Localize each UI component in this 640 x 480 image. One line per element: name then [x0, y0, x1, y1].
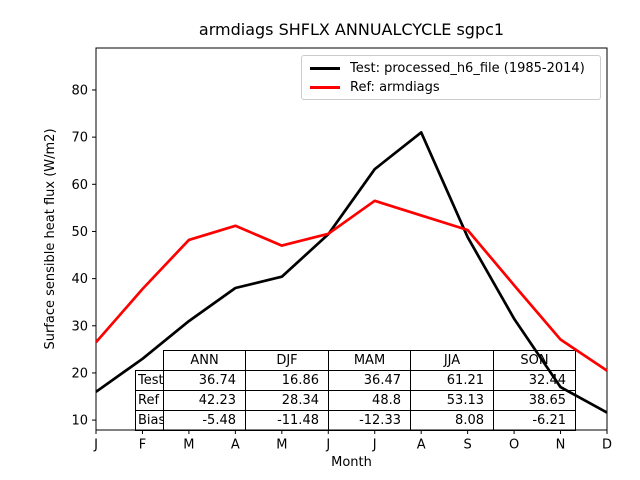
- y-tick-label: 50: [71, 225, 88, 240]
- x-tick-label: O: [509, 438, 519, 453]
- stats-row-label: Test: [135, 370, 164, 391]
- legend: Test: processed_h6_file (1985-2014) Ref:…: [301, 55, 601, 100]
- x-tick-label: J: [325, 438, 330, 453]
- stats-col-header: JJA: [410, 350, 494, 371]
- legend-label-test: Test: processed_h6_file (1985-2014): [350, 61, 585, 76]
- stats-col-header: ANN: [163, 350, 246, 371]
- stats-cell: 36.47: [328, 370, 411, 391]
- stats-cell: 8.08: [410, 410, 494, 431]
- stats-cell: 36.74: [163, 370, 246, 391]
- stats-cell: 48.8: [328, 390, 411, 411]
- y-tick-label: 30: [71, 319, 88, 334]
- ref-series-line: [94, 199, 608, 372]
- stats-col-header: SON: [493, 350, 576, 371]
- stats-col-header: MAM: [328, 350, 411, 371]
- x-tick-label: M: [183, 438, 194, 453]
- y-tick-label: 40: [71, 272, 88, 287]
- ref-line-swatch-icon: [310, 86, 340, 89]
- stats-row-label: Bias: [135, 410, 164, 431]
- stats-cell: -11.48: [245, 410, 329, 431]
- stats-cell: 16.86: [245, 370, 329, 391]
- x-tick-label: F: [139, 438, 146, 453]
- y-tick-label: 60: [71, 178, 88, 193]
- stats-col-header: DJF: [245, 350, 329, 371]
- y-tick-label: 70: [71, 131, 88, 146]
- legend-entry-ref: Ref: armdiags: [310, 78, 600, 97]
- stats-cell: 42.23: [163, 390, 246, 411]
- stats-cell: 32.44: [493, 370, 576, 391]
- x-tick-label: D: [602, 438, 612, 453]
- y-tick-label: 10: [71, 414, 88, 429]
- stats-cell: 61.21: [410, 370, 494, 391]
- stats-cell: 38.65: [493, 390, 576, 411]
- y-axis-label: Surface sensible heat flux (W/m2): [43, 128, 58, 350]
- x-tick-label: M: [276, 438, 287, 453]
- x-tick-label: A: [417, 438, 426, 453]
- stats-row-label: Ref: [135, 390, 164, 411]
- test-line-swatch-icon: [310, 67, 340, 70]
- x-tick-label: J: [93, 438, 98, 453]
- legend-label-ref: Ref: armdiags: [350, 80, 440, 95]
- stats-cell: 53.13: [410, 390, 494, 411]
- stats-cell: -6.21: [493, 410, 576, 431]
- x-axis-label: Month: [331, 455, 372, 470]
- y-tick-label: 80: [71, 83, 88, 98]
- x-tick-label: S: [464, 438, 472, 453]
- stats-cell: -5.48: [163, 410, 246, 431]
- stats-cell: -12.33: [328, 410, 411, 431]
- x-tick-label: A: [231, 438, 240, 453]
- chart-title: armdiags SHFLX ANNUALCYCLE sgpc1: [198, 20, 505, 39]
- x-tick-label: J: [372, 438, 377, 453]
- y-tick-label: 20: [71, 366, 88, 381]
- stats-cell: 28.34: [245, 390, 329, 411]
- x-tick-label: N: [556, 438, 566, 453]
- legend-entry-test: Test: processed_h6_file (1985-2014): [310, 59, 600, 78]
